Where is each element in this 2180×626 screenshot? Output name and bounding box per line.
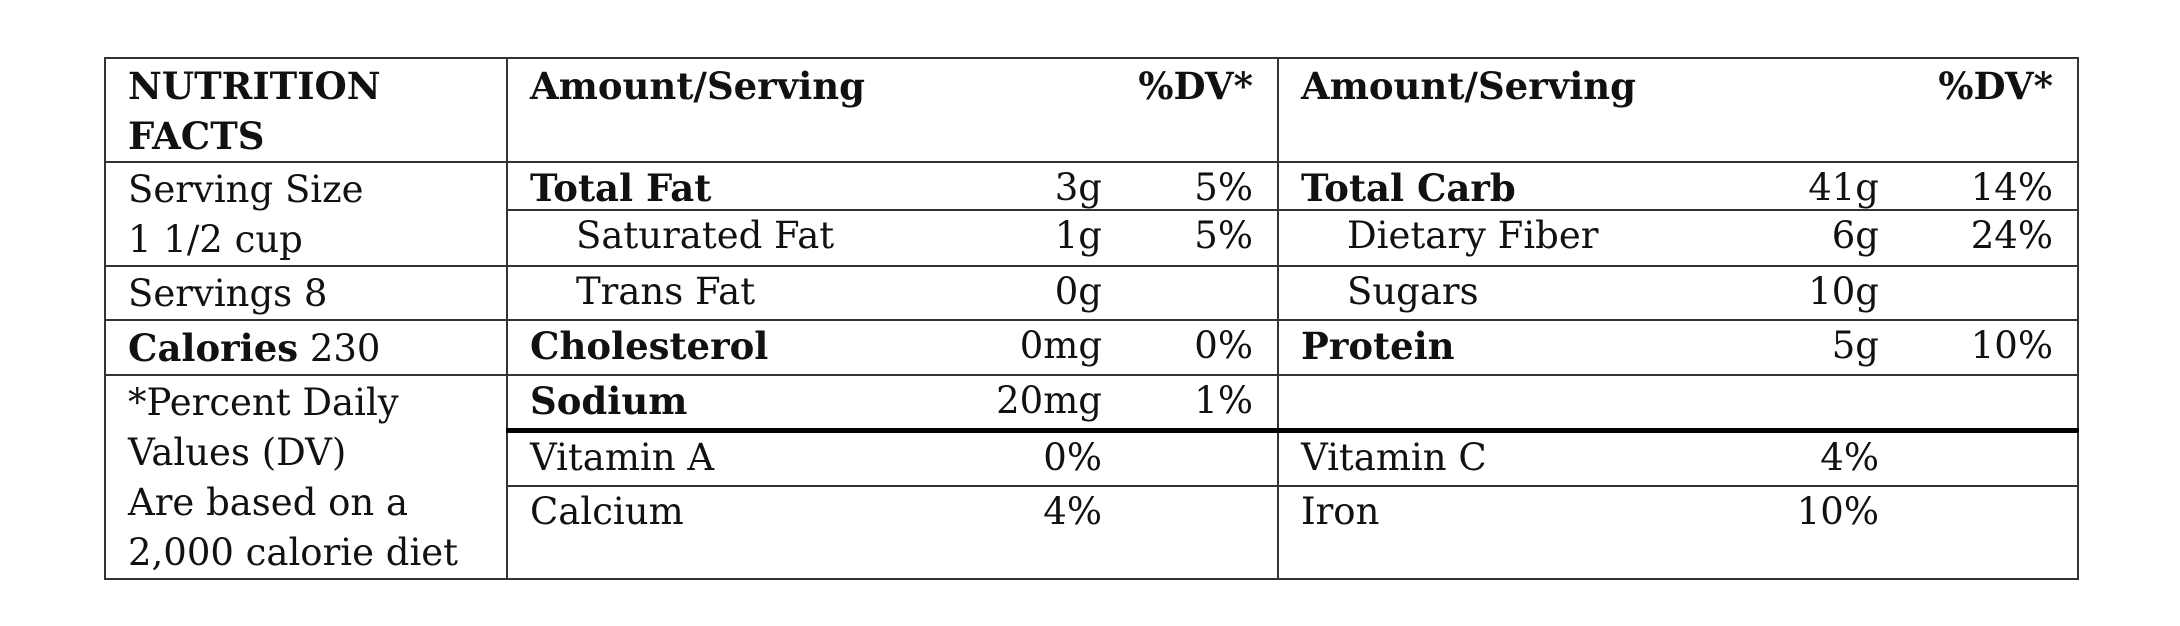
nutrient-name: Sodium xyxy=(530,379,688,423)
nutrition-facts-table: NUTRITION FACTS Amount/Serving %DV* Amou… xyxy=(104,57,2079,581)
vitamin-name: Iron xyxy=(1301,489,1380,533)
dv-header: %DV* xyxy=(1938,64,2053,108)
vitamin-row: Calcium 4% Iron 10% xyxy=(105,484,2079,581)
dv-note-line: 2,000 calorie diet xyxy=(128,531,459,574)
nutrient-name: Trans Fat xyxy=(576,270,756,313)
nutrient-amount: 41g xyxy=(1808,166,1879,209)
nutrient-row: Servings 8 Trans Fat 0g Sugars 10g xyxy=(104,265,2079,321)
nutrient-dv: 0% xyxy=(1194,324,1253,367)
nutrient-dv: 14% xyxy=(1970,166,2053,209)
serving-size-cell: Serving Size 1 1/2 cup xyxy=(104,161,508,267)
serving-size-value: 1 1/2 cup xyxy=(128,218,303,261)
dv-header: %DV* xyxy=(1138,64,1253,108)
nutrient-amount: 0mg xyxy=(1019,324,1102,367)
vitamin-dv: 4% xyxy=(1820,435,1879,479)
servings-value: Servings 8 xyxy=(128,272,328,315)
dv-note-line: Are based on a xyxy=(128,481,409,524)
empty-cell xyxy=(1277,373,2079,432)
serving-size-label: Serving Size xyxy=(128,168,364,211)
header-row: NUTRITION FACTS Amount/Serving %DV* Amou… xyxy=(104,57,2079,163)
nutrient-name: Dietary Fiber xyxy=(1347,214,1599,257)
servings-cell: Servings 8 xyxy=(104,265,508,321)
nutrient-amount: 3g xyxy=(1054,166,1102,209)
carb-cell: Total Carb 41g 14% Dietary Fiber 6g 24% xyxy=(1277,161,2079,267)
trans-fat-cell: Trans Fat 0g xyxy=(506,265,1279,321)
nutrition-facts-title: NUTRITION FACTS xyxy=(104,57,508,163)
nutrient-amount: 6g xyxy=(1831,214,1879,257)
nutrient-row: *Percent Daily Values (DV) Are based on … xyxy=(104,373,2079,580)
nutrient-amount: 20mg xyxy=(996,379,1102,422)
calories-label: Calories xyxy=(128,326,299,370)
nutrient-dv: 5% xyxy=(1194,214,1253,257)
vitamin-row: Vitamin A 0% Vitamin C 4% xyxy=(105,427,2079,487)
nutrient-amount: 5g xyxy=(1831,324,1879,367)
fat-cell: Total Fat 3g 5% Saturated Fat 1g 5% xyxy=(506,161,1279,267)
vitamin-dv: 10% xyxy=(1796,489,1879,533)
nutrient-name: Saturated Fat xyxy=(576,214,835,257)
nutrient-name: Sugars xyxy=(1347,270,1479,313)
vitamin-a-cell: Vitamin A 0% xyxy=(506,427,1279,487)
title-line-1: NUTRITION xyxy=(128,64,381,108)
nutrient-name: Total Carb xyxy=(1301,166,1516,210)
nutrient-dv: 10% xyxy=(1970,324,2053,367)
vitamin-dv: 4% xyxy=(1043,489,1102,533)
nutrient-dv: 5% xyxy=(1194,166,1253,209)
nutrient-amount: 1g xyxy=(1054,214,1102,257)
dv-note-line: *Percent Daily xyxy=(128,381,399,424)
protein-cell: Protein 5g 10% xyxy=(1277,319,2079,376)
nutrient-name: Protein xyxy=(1301,324,1455,368)
vitamin-name: Calcium xyxy=(530,489,684,533)
dv-note-cell: *Percent Daily Values (DV) Are based on … xyxy=(104,374,508,580)
sodium-cell: Sodium 20mg 1% xyxy=(506,373,1279,432)
nutrient-dv: 24% xyxy=(1970,214,2053,257)
sugars-cell: Sugars 10g xyxy=(1277,265,2079,321)
cholesterol-cell: Cholesterol 0mg 0% xyxy=(506,319,1279,376)
nutrient-dv: 1% xyxy=(1194,379,1253,422)
amount-per-serving-header: Amount/Serving xyxy=(530,64,866,108)
vitamin-name: Vitamin A xyxy=(530,435,715,479)
nutrient-amount: 10g xyxy=(1808,270,1879,313)
amount-per-serving-header: Amount/Serving xyxy=(1301,64,1637,108)
title-line-2: FACTS xyxy=(128,114,265,158)
vitamin-dv: 0% xyxy=(1043,435,1102,479)
header-mid-cell: Amount/Serving %DV* xyxy=(506,57,1279,163)
nutrient-row: Serving Size 1 1/2 cup Total Fat 3g 5% S… xyxy=(104,161,2079,267)
vitamin-c-cell: Vitamin C 4% xyxy=(1277,427,2079,487)
dv-note-line: Values (DV) xyxy=(128,431,347,474)
iron-cell: Iron 10% xyxy=(1277,484,2079,581)
nutrient-name: Total Fat xyxy=(530,166,712,210)
calories-cell: Calories 230 xyxy=(104,319,508,376)
vitamin-name: Vitamin C xyxy=(1301,435,1487,479)
calcium-cell: Calcium 4% xyxy=(506,484,1279,581)
nutrient-row: Calories 230 Cholesterol 0mg 0% Protein … xyxy=(104,319,2079,376)
nutrient-amount: 0g xyxy=(1054,270,1102,313)
header-right-cell: Amount/Serving %DV* xyxy=(1277,57,2079,163)
nutrient-name: Cholesterol xyxy=(530,324,769,368)
calories-value: 230 xyxy=(309,327,381,370)
